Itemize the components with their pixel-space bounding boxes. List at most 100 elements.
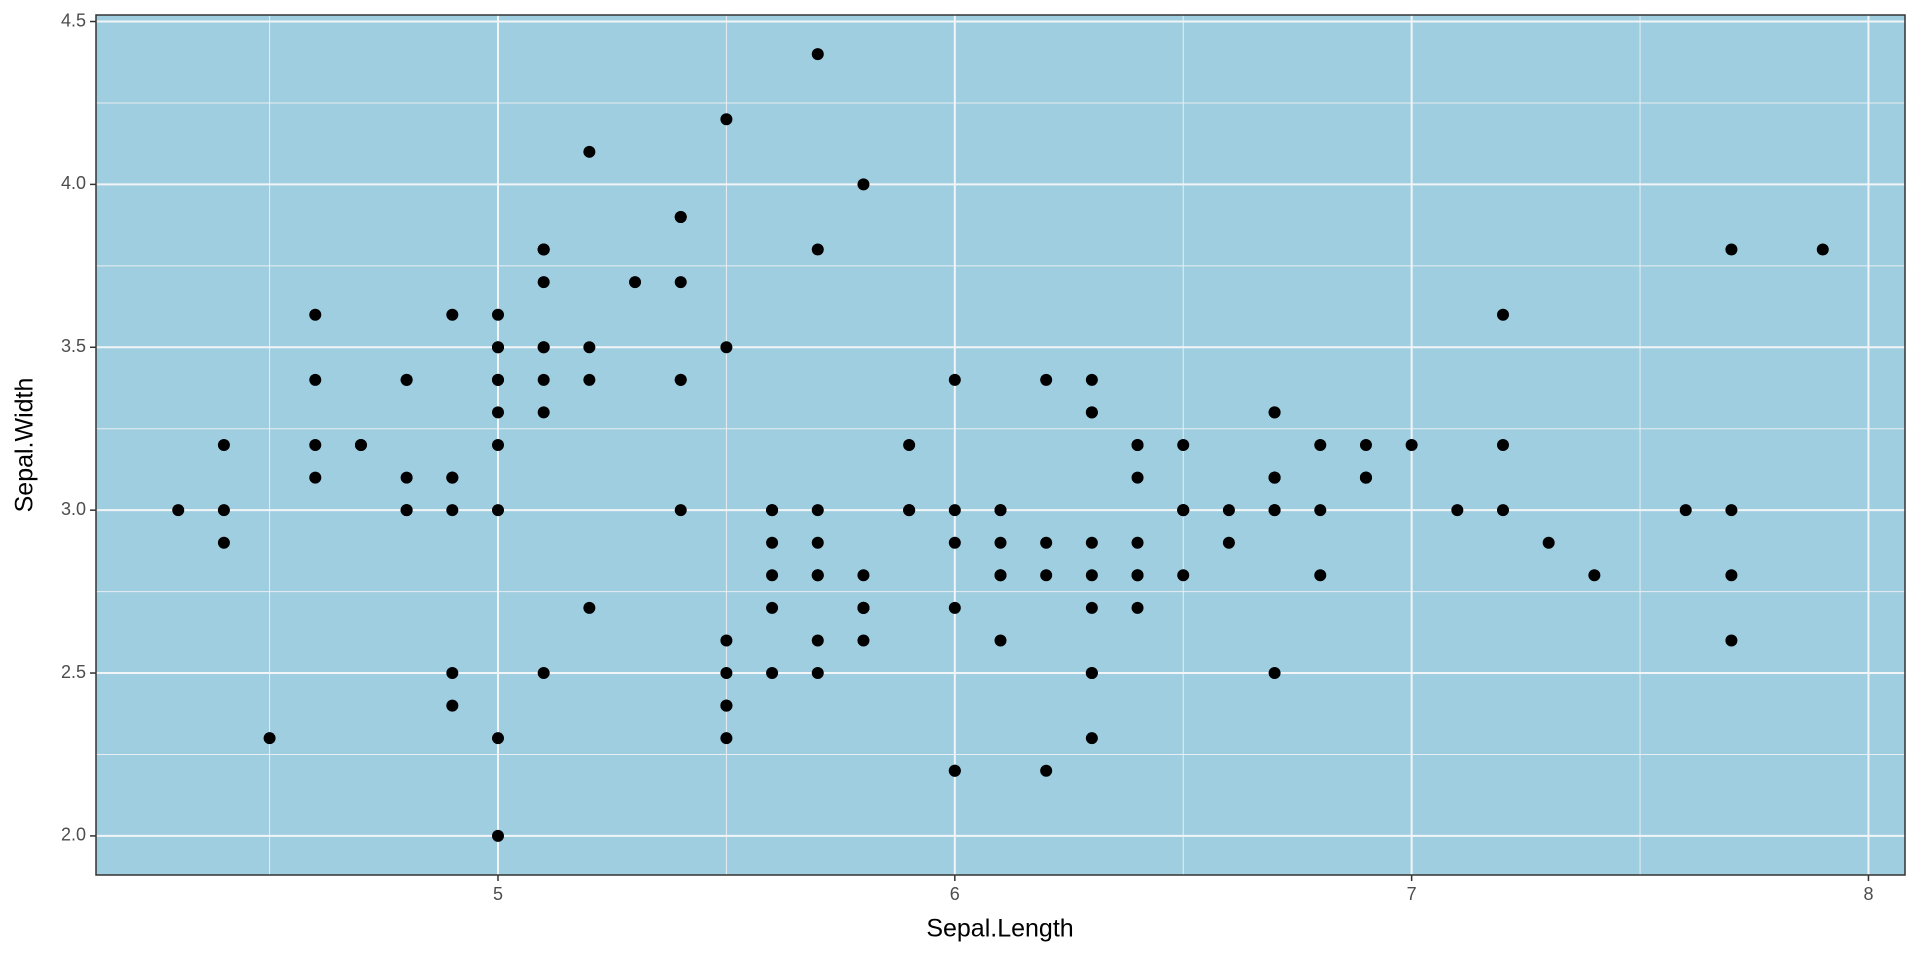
point: [537, 667, 550, 680]
point: [492, 406, 504, 419]
point: [1131, 536, 1144, 549]
y-tick-label: 3.5: [61, 336, 86, 356]
point: [811, 536, 824, 549]
point: [1085, 373, 1098, 386]
point: [720, 341, 733, 354]
point: [537, 276, 550, 289]
point: [1268, 406, 1281, 419]
point: [1679, 504, 1692, 517]
point: [446, 504, 459, 517]
point: [1359, 471, 1372, 484]
point: [492, 308, 504, 321]
point: [583, 341, 596, 354]
point: [492, 504, 504, 517]
y-tick-label: 3.0: [61, 499, 86, 519]
point: [446, 308, 459, 321]
point: [1131, 569, 1144, 582]
point: [1085, 601, 1098, 614]
point: [720, 732, 733, 745]
point: [537, 341, 550, 354]
point: [1131, 601, 1144, 614]
point: [400, 504, 413, 517]
y-tick-label: 2.0: [61, 825, 86, 845]
point: [811, 667, 824, 680]
grid: [96, 15, 1905, 875]
point: [811, 48, 824, 61]
point: [674, 210, 687, 223]
point: [1085, 536, 1098, 549]
point: [857, 601, 870, 614]
point: [948, 504, 961, 517]
point: [994, 504, 1007, 517]
point: [1314, 504, 1327, 517]
point: [1359, 439, 1372, 451]
point: [811, 243, 824, 256]
point: [811, 569, 824, 582]
point: [948, 764, 961, 777]
point: [400, 373, 413, 386]
point: [857, 569, 870, 582]
point: [1451, 504, 1464, 517]
point: [720, 634, 733, 647]
point: [766, 667, 779, 680]
point: [172, 504, 185, 517]
point: [354, 439, 367, 451]
point: [720, 699, 733, 712]
point: [1542, 536, 1555, 549]
x-axis-title: Sepal.Length: [926, 915, 1073, 943]
point: [629, 276, 642, 289]
point: [263, 732, 276, 745]
y-tick-label: 4.5: [61, 10, 86, 30]
point: [1588, 569, 1601, 582]
point: [1085, 667, 1098, 680]
point: [857, 634, 870, 647]
point: [492, 341, 504, 354]
point: [1725, 243, 1738, 256]
point: [492, 732, 504, 745]
point: [583, 373, 596, 386]
point: [217, 439, 230, 451]
point: [1314, 569, 1327, 582]
point: [720, 667, 733, 680]
point: [674, 276, 687, 289]
point: [1085, 732, 1098, 745]
point: [1725, 569, 1738, 582]
point: [811, 504, 824, 517]
point: [948, 373, 961, 386]
point: [948, 601, 961, 614]
point: [492, 829, 504, 842]
point: [811, 634, 824, 647]
panel-border: [95, 14, 1906, 876]
point: [446, 699, 459, 712]
point: [1405, 439, 1418, 451]
point: [492, 373, 504, 386]
point: [1040, 536, 1053, 549]
point: [583, 601, 596, 614]
point: [217, 536, 230, 549]
point: [1040, 373, 1053, 386]
point: [1040, 569, 1053, 582]
point: [1131, 439, 1144, 451]
y-tick-label: 2.5: [61, 662, 86, 682]
point: [217, 504, 230, 517]
point: [309, 439, 322, 451]
x-tick-label: 8: [1863, 884, 1873, 904]
point: [674, 504, 687, 517]
y-axis-title: Sepal.Width: [11, 378, 39, 513]
points: [172, 48, 1829, 842]
point: [400, 471, 413, 484]
point: [309, 373, 322, 386]
point: [1725, 504, 1738, 517]
point: [1314, 439, 1327, 451]
point: [948, 536, 961, 549]
panel-background: [96, 15, 1905, 875]
point: [1497, 439, 1509, 451]
point: [446, 471, 459, 484]
point: [766, 569, 779, 582]
point: [309, 471, 322, 484]
point: [1085, 569, 1098, 582]
point: [674, 373, 687, 386]
point: [446, 667, 459, 680]
